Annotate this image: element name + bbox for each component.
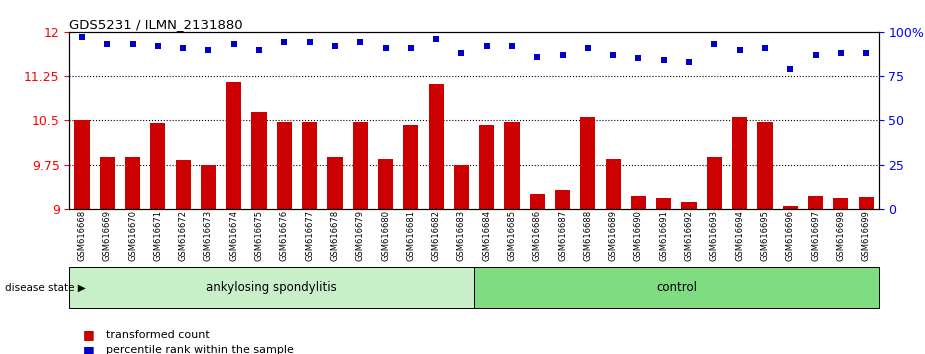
Bar <box>682 202 697 209</box>
Point <box>783 66 797 72</box>
Point <box>277 40 291 45</box>
Point <box>378 45 393 51</box>
Bar <box>150 123 166 209</box>
Bar <box>530 194 545 209</box>
Bar <box>176 160 191 209</box>
Point <box>428 36 443 42</box>
Bar <box>631 196 646 209</box>
Point <box>682 59 697 65</box>
Point <box>808 52 823 58</box>
Text: ■: ■ <box>83 328 95 341</box>
Point <box>75 34 90 40</box>
Text: disease state ▶: disease state ▶ <box>5 282 85 293</box>
Bar <box>252 112 266 209</box>
Bar <box>732 118 747 209</box>
Point <box>631 56 646 61</box>
Bar <box>783 206 797 209</box>
Text: percentile rank within the sample: percentile rank within the sample <box>106 346 294 354</box>
Point <box>302 40 317 45</box>
Point <box>581 45 596 51</box>
Bar <box>125 157 141 209</box>
Point <box>100 41 115 47</box>
Bar <box>808 196 823 209</box>
Bar <box>327 157 342 209</box>
Point <box>733 47 747 52</box>
Point <box>606 52 621 58</box>
Point <box>505 43 520 49</box>
Point <box>833 50 848 56</box>
Text: transformed count: transformed count <box>106 330 210 339</box>
Point <box>657 57 672 63</box>
Bar <box>428 84 444 209</box>
Bar <box>656 198 672 209</box>
Bar <box>378 159 393 209</box>
Point <box>252 47 266 52</box>
Point <box>125 41 140 47</box>
Point <box>352 40 367 45</box>
Bar <box>352 121 368 209</box>
Bar <box>707 157 722 209</box>
Point <box>227 41 241 47</box>
Bar <box>201 165 216 209</box>
Bar <box>758 121 772 209</box>
Point <box>758 45 772 51</box>
Bar <box>277 122 292 209</box>
Bar <box>454 165 469 209</box>
Point <box>479 43 494 49</box>
Text: GDS5231 / ILMN_2131880: GDS5231 / ILMN_2131880 <box>69 18 243 31</box>
Point <box>151 43 166 49</box>
Point <box>454 50 469 56</box>
Point <box>403 45 418 51</box>
Bar <box>555 190 570 209</box>
Bar <box>302 122 317 209</box>
Bar <box>606 159 621 209</box>
Point <box>176 45 191 51</box>
Point <box>858 50 873 56</box>
Bar <box>100 157 115 209</box>
Bar <box>74 120 90 209</box>
Bar <box>479 125 494 209</box>
Text: control: control <box>656 281 697 294</box>
Text: ■: ■ <box>83 344 95 354</box>
FancyBboxPatch shape <box>474 267 879 308</box>
Point <box>555 52 570 58</box>
Point <box>707 41 722 47</box>
Bar <box>858 197 874 209</box>
Bar <box>833 198 848 209</box>
Bar <box>227 82 241 209</box>
Bar <box>504 121 520 209</box>
Point <box>201 47 216 52</box>
Text: ankylosing spondylitis: ankylosing spondylitis <box>206 281 337 294</box>
Bar <box>580 118 596 209</box>
Point <box>530 54 545 59</box>
Point <box>327 43 342 49</box>
Bar <box>403 125 418 209</box>
FancyBboxPatch shape <box>69 267 474 308</box>
